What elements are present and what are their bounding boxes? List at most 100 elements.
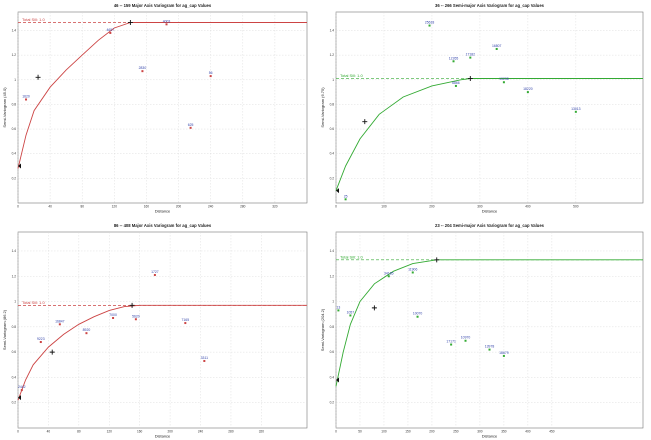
variogram-chart: 23 -- 204 Semi-major Axis Variogram for … xyxy=(320,223,644,439)
variogram-chart: 36 -- 266 Semi-major Axis Variogram for … xyxy=(320,3,644,214)
point-label: 56 xyxy=(209,71,213,75)
y-tick-label: 1.4 xyxy=(330,28,335,32)
chart-title: 36 -- 266 Semi-major Axis Variogram for … xyxy=(435,3,545,8)
x-tick-label: 320 xyxy=(259,430,265,434)
y-tick-label: 1.4 xyxy=(12,28,17,32)
x-tick-label: 200 xyxy=(429,205,435,209)
data-point xyxy=(428,24,431,27)
x-tick-label: 300 xyxy=(477,205,483,209)
chart-title: 23 -- 204 Semi-major Axis Variogram for … xyxy=(435,223,545,228)
data-point xyxy=(416,315,419,318)
point-label: 16847 xyxy=(55,319,65,323)
data-point xyxy=(203,359,206,362)
y-tick-label: 1.4 xyxy=(12,249,17,253)
data-point xyxy=(452,60,455,63)
model-curve xyxy=(17,22,307,169)
x-tick-label: 280 xyxy=(240,205,246,209)
chart-panel: 86 -- 408 Major Axis Variogram for ag_ca… xyxy=(0,220,315,440)
y-tick-label: 0.4 xyxy=(330,152,335,156)
model-curve xyxy=(17,304,307,401)
x-tick-label: 200 xyxy=(167,430,173,434)
point-label: 1727 xyxy=(151,270,159,274)
point-label: 10970 xyxy=(461,336,471,340)
data-point xyxy=(387,275,390,278)
control-marker xyxy=(35,74,41,80)
nugget-marker xyxy=(336,377,339,383)
y-tick-label: 0.6 xyxy=(330,350,335,354)
sill-label: Total Sill: 1.0 xyxy=(340,254,363,259)
data-point xyxy=(209,75,212,78)
y-tick-label: 0.2 xyxy=(12,176,17,180)
y-tick-label: 0.8 xyxy=(12,102,17,106)
point-label: 17182 xyxy=(466,53,476,57)
y-tick-label: 0.2 xyxy=(330,176,335,180)
data-point xyxy=(109,31,112,34)
point-label: 25618 xyxy=(425,21,435,25)
point-label: 625 xyxy=(188,123,194,127)
point-label: 13978 xyxy=(485,345,495,349)
chart-panel: 23 -- 204 Semi-major Axis Variogram for … xyxy=(318,220,651,440)
point-label: 2442 xyxy=(18,385,26,389)
point-label: 5620 xyxy=(132,314,140,318)
x-tick-label: 320 xyxy=(272,205,278,209)
point-label: 10070 xyxy=(413,312,423,316)
y-tick-label: 0.8 xyxy=(12,325,17,329)
data-point xyxy=(189,126,192,129)
data-point xyxy=(39,341,42,344)
data-point xyxy=(153,273,156,276)
x-tick-label: 500 xyxy=(573,205,579,209)
data-point xyxy=(502,81,505,84)
data-point xyxy=(25,98,28,101)
point-label: 4003 xyxy=(163,19,171,23)
x-tick-label: 120 xyxy=(112,205,118,209)
chart-panel: 46 -- 159 Major Axis Variogram for ag_ca… xyxy=(0,0,315,215)
point-label: 7165 xyxy=(182,318,190,322)
nugget-marker xyxy=(18,163,21,169)
data-point xyxy=(184,322,187,325)
y-tick-label: 1.2 xyxy=(330,53,335,57)
point-label: 18679 xyxy=(499,351,509,355)
y-axis-label: Semi-Variogram (204.2) xyxy=(320,308,325,351)
data-point xyxy=(464,339,467,342)
x-tick-label: 0 xyxy=(335,430,337,434)
point-label: 7000 xyxy=(109,313,117,317)
data-point xyxy=(85,332,88,335)
y-tick-label: 1.2 xyxy=(12,53,17,57)
x-tick-label: 0 xyxy=(17,205,19,209)
point-label: 13013 xyxy=(571,107,581,111)
point-label: 13 xyxy=(337,305,341,309)
control-marker xyxy=(362,119,368,125)
data-point xyxy=(495,47,498,50)
chart-title: 46 -- 159 Major Axis Variogram for ag_ca… xyxy=(114,3,212,8)
nugget-marker xyxy=(336,188,339,194)
y-axis-label: Semi-Variogram (6.75) xyxy=(320,87,325,128)
data-point xyxy=(349,314,352,317)
chart-panel: 36 -- 266 Semi-major Axis Variogram for … xyxy=(318,0,651,215)
x-tick-label: 80 xyxy=(77,430,81,434)
chart-title: 86 -- 408 Major Axis Variogram for ag_ca… xyxy=(114,223,212,228)
x-tick-label: 120 xyxy=(107,430,113,434)
plot-area xyxy=(335,231,644,429)
y-tick-label: 0.2 xyxy=(12,401,17,405)
point-label: 13238 xyxy=(499,77,509,81)
x-tick-label: 0 xyxy=(17,430,19,434)
y-tick-label: 0.6 xyxy=(330,127,335,131)
y-axis-label: Semi-Variogram (45.0) xyxy=(2,87,7,128)
data-point xyxy=(454,84,457,87)
y-tick-label: 0.6 xyxy=(12,127,17,131)
point-label: 1620 xyxy=(22,94,30,98)
x-tick-label: 40 xyxy=(47,430,51,434)
x-tick-label: 80 xyxy=(80,205,84,209)
plot-area xyxy=(17,231,308,429)
y-tick-label: 1 xyxy=(332,300,334,304)
data-point xyxy=(488,348,491,351)
x-tick-label: 100 xyxy=(381,430,387,434)
point-label: 1057 xyxy=(347,310,355,314)
y-tick-label: 1 xyxy=(14,78,16,82)
y-tick-label: 0.2 xyxy=(330,401,335,405)
data-point xyxy=(141,70,144,73)
data-point xyxy=(134,318,137,321)
data-point xyxy=(337,309,340,312)
y-tick-label: 1.4 xyxy=(330,249,335,253)
